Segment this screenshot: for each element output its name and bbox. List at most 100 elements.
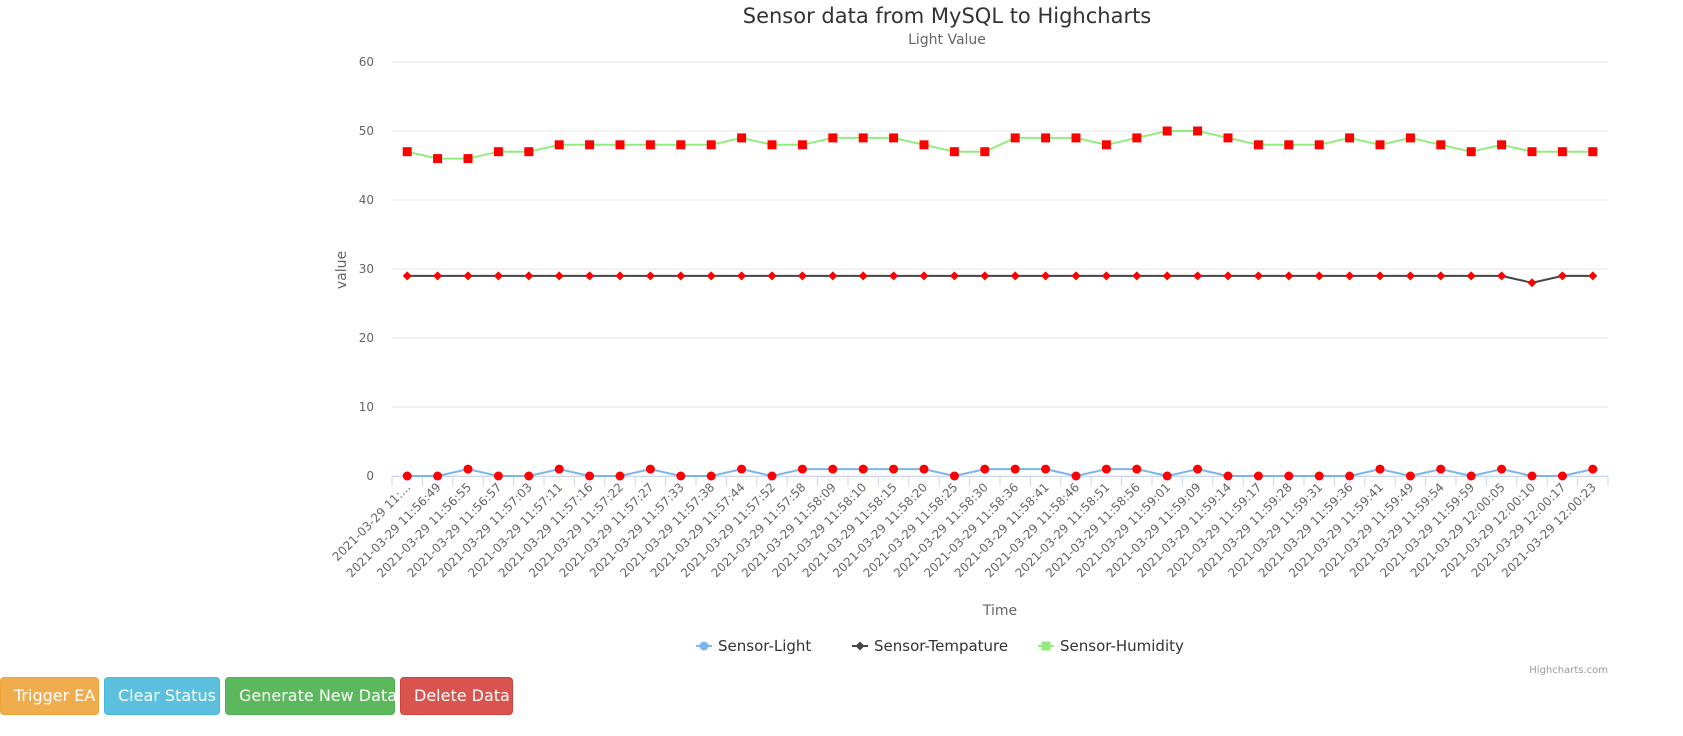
data-point (1466, 271, 1476, 281)
y-tick-label: 30 (359, 262, 374, 276)
data-point (1041, 271, 1051, 281)
data-point (554, 271, 564, 281)
data-point (828, 271, 838, 281)
legend-label: Sensor-Tempature (874, 637, 1008, 655)
data-point (1314, 271, 1324, 281)
data-point (1557, 471, 1567, 481)
data-point (433, 271, 443, 281)
data-point (1193, 464, 1203, 474)
data-point (1223, 133, 1233, 143)
data-point (858, 464, 868, 474)
data-point (1345, 133, 1355, 143)
data-point (1010, 133, 1020, 143)
y-axis-title: value (334, 251, 350, 289)
data-point (1527, 471, 1537, 481)
data-point (1010, 271, 1020, 281)
data-point (1193, 271, 1203, 281)
data-point (1284, 471, 1294, 481)
data-point (1253, 271, 1263, 281)
data-point (1375, 271, 1385, 281)
data-point (1071, 271, 1081, 281)
data-point (767, 140, 777, 150)
data-point (797, 271, 807, 281)
data-point (1527, 278, 1537, 288)
data-point (1557, 147, 1567, 157)
data-point (919, 464, 929, 474)
data-point (1436, 140, 1446, 150)
data-point (1041, 133, 1051, 143)
data-point (949, 271, 959, 281)
chart-subtitle: Light Value (908, 32, 986, 48)
data-point (1314, 140, 1324, 150)
data-point (1466, 147, 1476, 157)
data-point (1132, 464, 1142, 474)
data-point (1345, 471, 1355, 481)
legend-label: Sensor-Light (718, 637, 811, 655)
generate-new-data-button[interactable]: Generate New Data (225, 677, 397, 715)
data-point (402, 147, 412, 157)
data-point (1345, 271, 1355, 281)
data-point (1071, 133, 1081, 143)
series-group-sensor-humidity (402, 126, 1598, 164)
grid-lines (391, 61, 1609, 486)
data-point (1436, 271, 1446, 281)
series-layer (402, 126, 1598, 481)
legend-symbol-marker (855, 641, 865, 651)
data-point (1162, 126, 1172, 136)
data-point (1253, 471, 1263, 481)
credits-link[interactable]: Highcharts.com (1529, 665, 1608, 676)
data-point (433, 154, 443, 164)
data-point (737, 133, 747, 143)
series-line (407, 274, 1593, 284)
data-point (463, 464, 473, 474)
series-line (406, 130, 1593, 160)
line-chart: 0 10 20 30 40 50 60 2021-03-29 11:...2021-03-2… (330, 4, 1609, 676)
data-point (524, 147, 534, 157)
data-point (676, 471, 686, 481)
x-axis-title: Time (982, 603, 1017, 619)
data-point (615, 140, 625, 150)
data-point (1497, 140, 1507, 150)
data-point (645, 271, 655, 281)
trigger-ea-button[interactable]: Trigger EA (0, 677, 99, 715)
data-point (1466, 471, 1476, 481)
data-point (463, 154, 473, 164)
data-point (858, 133, 868, 143)
data-point (1405, 133, 1415, 143)
series-group-sensor-tempature (402, 271, 1598, 288)
data-point (493, 471, 503, 481)
data-point (858, 271, 868, 281)
data-point (828, 464, 838, 474)
data-point (554, 140, 564, 150)
data-point (737, 464, 747, 474)
data-point (1041, 464, 1051, 474)
data-point (889, 271, 899, 281)
data-point (919, 271, 929, 281)
data-point (706, 471, 716, 481)
data-point (767, 271, 777, 281)
data-point (1588, 271, 1598, 281)
data-point (402, 271, 412, 281)
data-point (1162, 471, 1172, 481)
data-point (949, 147, 959, 157)
data-point (889, 464, 899, 474)
data-point (1497, 271, 1507, 281)
data-point (1193, 126, 1203, 136)
legend: Sensor-Light Sensor-Tempature Sensor-Humid… (696, 637, 1184, 655)
data-point (676, 140, 686, 150)
data-point (585, 271, 595, 281)
y-tick-label: 0 (366, 469, 374, 483)
data-point (493, 147, 503, 157)
legend-item-sensor-humidity[interactable]: Sensor-Humidity (1038, 637, 1184, 655)
legend-item-sensor-light[interactable]: Sensor-Light (696, 637, 811, 655)
clear-status-button[interactable]: Clear Status (104, 677, 220, 715)
data-point (980, 464, 990, 474)
data-point (1497, 464, 1507, 474)
data-point (980, 147, 990, 157)
y-tick-label: 60 (359, 55, 374, 69)
y-tick-label: 10 (359, 400, 374, 414)
delete-data-button[interactable]: Delete Data (400, 677, 513, 715)
data-point (1010, 464, 1020, 474)
y-axis-ticks: 0 10 20 30 40 50 60 (359, 55, 374, 483)
legend-item-sensor-tempature[interactable]: Sensor-Tempature (852, 637, 1008, 655)
